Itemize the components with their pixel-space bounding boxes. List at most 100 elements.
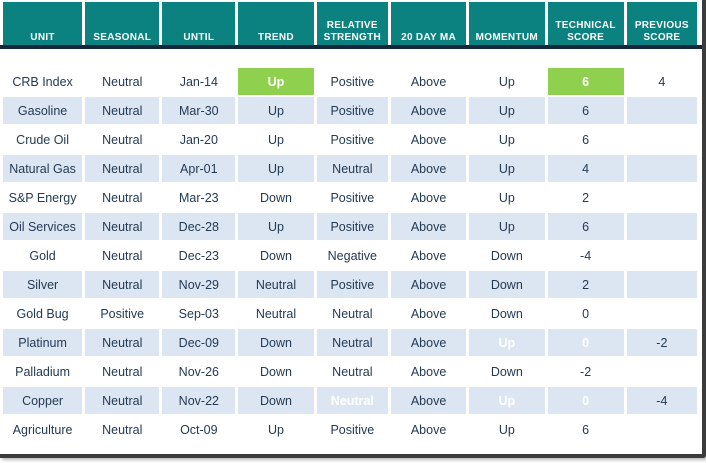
column-header-technical_score: TECHNICAL SCORE (547, 2, 624, 49)
spacer-cell (626, 51, 697, 66)
cell-technical_score: 0 (547, 387, 624, 414)
cell-unit: Crude Oil (3, 126, 83, 153)
cell-relative_strength: Positive (316, 97, 388, 124)
spacer-cell (85, 51, 160, 66)
cell-ma_20day: Above (390, 97, 467, 124)
cell-previous_score: -2 (626, 329, 697, 356)
column-header-seasonal: SEASONAL (85, 2, 160, 49)
cell-relative_strength: Positive (316, 68, 388, 95)
spacer-cell (390, 51, 467, 66)
cell-unit: Palladium (3, 358, 83, 385)
cell-until: Jan-20 (162, 126, 236, 153)
cell-previous_score (626, 184, 697, 211)
cell-momentum: Down (469, 300, 545, 327)
cell-previous_score (626, 358, 697, 385)
cell-trend: Up (238, 155, 314, 182)
cell-trend: Down (238, 358, 314, 385)
cell-ma_20day: Above (390, 387, 467, 414)
header-underline (0, 45, 702, 49)
cell-until: Mar-23 (162, 184, 236, 211)
cell-ma_20day: Above (390, 329, 467, 356)
cell-relative_strength: Neutral (316, 300, 388, 327)
cell-momentum: Up (469, 155, 545, 182)
cell-ma_20day: Above (390, 242, 467, 269)
cell-trend: Neutral (238, 271, 314, 298)
cell-until: Dec-28 (162, 213, 236, 240)
cell-relative_strength: Positive (316, 271, 388, 298)
cell-seasonal: Neutral (85, 213, 160, 240)
table-body: CRB Index Neutral Jan-14 Up Positive Above Up 6… (3, 51, 697, 443)
cell-previous_score (626, 300, 697, 327)
cell-momentum: Up (469, 329, 545, 356)
cell-ma_20day: Above (390, 155, 467, 182)
cell-seasonal: Neutral (85, 97, 160, 124)
cell-momentum: Up (469, 184, 545, 211)
cell-unit: Oil Services (3, 213, 83, 240)
cell-relative_strength: Neutral (316, 329, 388, 356)
spacer-row (3, 51, 697, 66)
cell-unit: Gold Bug (3, 300, 83, 327)
table-row-crb-index: CRB Index Neutral Jan-14 Up Positive Above Up 6… (3, 68, 697, 95)
cell-momentum: Down (469, 271, 545, 298)
cell-seasonal: Neutral (85, 126, 160, 153)
table-row-crude-oil: Crude Oil Neutral Jan-20 Up Positive Above Up 6 (3, 126, 697, 153)
cell-ma_20day: Above (390, 184, 467, 211)
cell-unit: Copper (3, 387, 83, 414)
cell-ma_20day: Above (390, 300, 467, 327)
cell-trend: Down (238, 184, 314, 211)
spacer-cell (316, 51, 388, 66)
table-row-platinum: Platinum Neutral Dec-09 Down Neutral Above Up 0… (3, 329, 697, 356)
cell-until: Jan-14 (162, 68, 236, 95)
cell-momentum: Up (469, 387, 545, 414)
table-row-gold-bug: Gold Bug Positive Sep-03 Neutral Neutral Abov… (3, 300, 697, 327)
cell-ma_20day: Above (390, 213, 467, 240)
cell-momentum: Down (469, 242, 545, 269)
cell-unit: Gasoline (3, 97, 83, 124)
cell-momentum: Up (469, 416, 545, 443)
cell-previous_score: -4 (626, 387, 697, 414)
commodity-scorecard-table: UNIT SEASONAL UNTIL TREND RELATIVE STRENGTH 2… (3, 2, 697, 443)
cell-technical_score: 6 (547, 126, 624, 153)
cell-trend: Up (238, 97, 314, 124)
cell-previous_score (626, 126, 697, 153)
cell-relative_strength: Neutral (316, 155, 388, 182)
cell-technical_score: -2 (547, 358, 624, 385)
cell-until: Nov-29 (162, 271, 236, 298)
cell-previous_score (626, 213, 697, 240)
cell-relative_strength: Negative (316, 242, 388, 269)
cell-previous_score (626, 271, 697, 298)
cell-until: Mar-30 (162, 97, 236, 124)
table-row-silver: Silver Neutral Nov-29 Neutral Positive Above D… (3, 271, 697, 298)
cell-previous_score (626, 97, 697, 124)
cell-ma_20day: Above (390, 68, 467, 95)
cell-trend: Up (238, 213, 314, 240)
cell-momentum: Up (469, 126, 545, 153)
cell-trend: Neutral (238, 300, 314, 327)
cell-unit: Gold (3, 242, 83, 269)
cell-relative_strength: Neutral (316, 358, 388, 385)
cell-unit: S&P Energy (3, 184, 83, 211)
column-header-previous_score: PREVIOUS SCORE (626, 2, 697, 49)
cell-until: Nov-26 (162, 358, 236, 385)
cell-until: Apr-01 (162, 155, 236, 182)
column-header-ma_20day: 20 DAY MA (390, 2, 467, 49)
column-header-momentum: MOMENTUM (469, 2, 545, 49)
cell-technical_score: 2 (547, 184, 624, 211)
cell-until: Oct-09 (162, 416, 236, 443)
cell-technical_score: 6 (547, 68, 624, 95)
spacer-cell (3, 51, 83, 66)
table-row-palladium: Palladium Neutral Nov-26 Down Neutral Above Do… (3, 358, 697, 385)
cell-momentum: Up (469, 97, 545, 124)
cell-technical_score: 6 (547, 213, 624, 240)
cell-technical_score: -4 (547, 242, 624, 269)
cell-seasonal: Neutral (85, 416, 160, 443)
cell-previous_score (626, 242, 697, 269)
spacer-cell (162, 51, 236, 66)
cell-previous_score: 4 (626, 68, 697, 95)
cell-relative_strength: Positive (316, 126, 388, 153)
cell-technical_score: 6 (547, 416, 624, 443)
table-header: UNIT SEASONAL UNTIL TREND RELATIVE STRENGTH 2… (3, 2, 697, 49)
table-row-agriculture: Agriculture Neutral Oct-09 Up Positive Above U… (3, 416, 697, 443)
cell-ma_20day: Above (390, 416, 467, 443)
